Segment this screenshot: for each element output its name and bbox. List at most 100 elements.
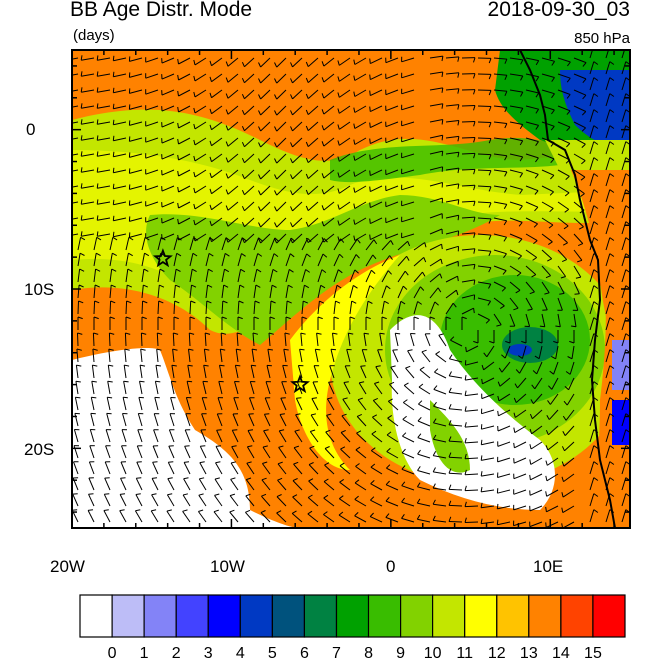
- wind-barb-flag: [504, 123, 508, 129]
- wind-barb-flag: [561, 492, 564, 498]
- wind-barb-flag: [369, 512, 374, 517]
- wind-barb: [187, 365, 191, 379]
- wind-barb-flag: [225, 157, 229, 163]
- wind-barb-flag: [94, 284, 100, 288]
- wind-barb-flag: [294, 429, 300, 432]
- wind-barb-flag: [457, 104, 460, 110]
- wind-barb-flag: [457, 215, 460, 221]
- wind-barb-flag: [96, 151, 99, 157]
- wind-barb-flag: [167, 477, 173, 480]
- wind-barb: [120, 477, 127, 491]
- wind-barb-flag: [485, 319, 490, 324]
- wind-barb: [323, 169, 335, 179]
- wind-barb-flag: [369, 58, 371, 64]
- wind-barb-flag: [120, 477, 126, 479]
- wind-barb-flag: [225, 141, 229, 147]
- wind-barb: [477, 217, 492, 220]
- wind-barb: [605, 125, 611, 139]
- wind-barb: [509, 153, 523, 158]
- wind-barb-flag: [480, 471, 483, 477]
- wind-barb: [168, 429, 175, 443]
- wind-barb: [465, 377, 479, 381]
- wind-barb-flag: [626, 46, 630, 49]
- wind-barb: [113, 89, 127, 94]
- wind-barb: [295, 414, 303, 427]
- wind-barb: [531, 409, 543, 420]
- wind-barb: [113, 169, 127, 174]
- wind-barb: [465, 361, 479, 366]
- wind-barb: [413, 257, 425, 267]
- wind-barb-flag: [464, 390, 467, 396]
- wind-barb: [161, 169, 175, 176]
- wind-barb-flag: [582, 78, 587, 84]
- wind-barb-flag: [112, 167, 115, 173]
- wind-barb: [573, 105, 587, 112]
- wind-barb-flag: [481, 378, 483, 384]
- wind-barb-flag: [593, 173, 599, 177]
- wind-barb-flag: [549, 370, 554, 375]
- wind-barb-flag: [120, 493, 126, 495]
- wind-barb: [260, 233, 271, 244]
- wind-barb: [370, 466, 383, 475]
- wind-barb-flag: [566, 77, 571, 83]
- wind-barb-flag: [349, 316, 355, 320]
- wind-barb-flag: [473, 89, 476, 95]
- wind-barb: [354, 498, 367, 507]
- wind-barb: [385, 516, 399, 523]
- wind-barb: [121, 445, 127, 459]
- wind-barb-flag: [96, 183, 99, 189]
- wind-barb-flag: [441, 119, 444, 125]
- wind-barb: [493, 217, 507, 222]
- wind-barb: [229, 495, 239, 507]
- wind-barb: [323, 73, 335, 83]
- wind-barb: [106, 413, 111, 427]
- wind-barb: [97, 233, 111, 237]
- wind-barb: [392, 349, 399, 363]
- colorbar-swatch: [592, 594, 626, 638]
- wind-barb-flag: [230, 477, 236, 480]
- wind-barb: [244, 137, 255, 148]
- wind-barb: [244, 217, 255, 228]
- wind-barb-flag: [518, 238, 523, 244]
- wind-barb: [145, 233, 159, 239]
- wind-barb: [237, 285, 241, 299]
- wind-barb: [109, 269, 113, 283]
- wind-barb: [360, 365, 367, 379]
- wind-barb: [493, 313, 502, 326]
- wind-barb-flag: [258, 62, 262, 68]
- wind-barb-flag: [348, 332, 354, 335]
- wind-barb-flag: [80, 151, 83, 157]
- wind-barb: [445, 167, 459, 171]
- wind-barb-flag: [289, 253, 295, 258]
- wind-barb: [397, 255, 407, 267]
- wind-barb: [461, 137, 476, 139]
- wind-barb: [292, 137, 303, 148]
- wind-barb: [385, 105, 399, 112]
- wind-barb-flag: [593, 61, 599, 65]
- wind-barb: [497, 489, 511, 494]
- wind-barb: [555, 345, 559, 359]
- wind-barb-flag: [488, 218, 492, 224]
- wind-barb: [477, 265, 491, 269]
- wind-barb: [97, 217, 111, 221]
- wind-barb-flag: [369, 138, 371, 144]
- wind-barb: [244, 233, 255, 244]
- wind-barb: [186, 381, 191, 395]
- wind-barb-flag: [267, 348, 273, 351]
- wind-barb-flag: [303, 300, 308, 304]
- wind-barb-flag: [351, 300, 357, 304]
- wind-barb: [253, 269, 258, 283]
- wind-barb: [493, 233, 507, 238]
- wind-barb-flag: [565, 175, 570, 180]
- wind-barb: [105, 445, 111, 459]
- wind-barb-flag: [563, 400, 568, 406]
- wind-barb: [557, 313, 561, 327]
- wind-barb: [211, 137, 223, 147]
- wind-barb-flag: [159, 268, 165, 272]
- wind-barb: [244, 73, 255, 84]
- wind-barb: [551, 377, 559, 390]
- wind-barb: [493, 57, 507, 60]
- wind-barb-flag: [241, 61, 245, 67]
- wind-barb-flag: [609, 381, 615, 385]
- wind-barb: [573, 265, 582, 278]
